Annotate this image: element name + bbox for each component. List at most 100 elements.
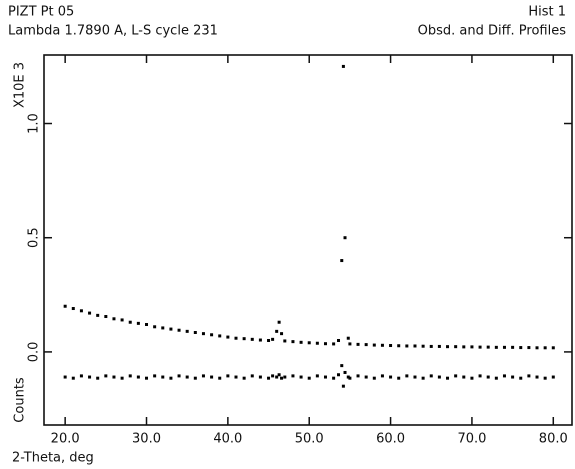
data-point — [104, 374, 108, 378]
data-point — [502, 345, 506, 349]
data-point — [177, 328, 181, 332]
data-point — [271, 337, 275, 341]
data-point — [356, 342, 360, 346]
data-point — [63, 304, 67, 308]
data-point — [364, 375, 368, 379]
x-tick-label: 30.0 — [132, 432, 161, 447]
data-point — [280, 332, 284, 336]
data-point — [429, 344, 433, 348]
data-point — [153, 325, 157, 329]
data-point — [161, 326, 165, 330]
data-point — [271, 374, 275, 378]
data-point — [275, 375, 279, 379]
data-point — [413, 375, 417, 379]
data-point — [341, 384, 345, 388]
data-point — [337, 338, 341, 342]
data-point — [389, 344, 393, 348]
data-point — [337, 373, 341, 377]
y-tick-label: 1.0 — [27, 113, 42, 134]
x-tick-label: 80.0 — [539, 432, 568, 447]
data-point — [88, 311, 92, 315]
chart-subtitle: Lambda 1.7890 A, L-S cycle 231 — [8, 24, 218, 39]
data-point — [210, 375, 214, 379]
data-point — [421, 344, 425, 348]
data-point — [112, 317, 116, 321]
data-point — [486, 345, 490, 349]
annotation: Obsd. and Diff. Profiles — [418, 24, 567, 39]
data-point — [275, 329, 279, 333]
data-point — [502, 374, 506, 378]
data-point — [527, 374, 531, 378]
data-point — [470, 376, 474, 380]
data-point — [494, 345, 498, 349]
data-point — [234, 336, 238, 340]
data-point — [283, 339, 287, 343]
data-point — [462, 345, 466, 349]
x-axis-label: 2-Theta, deg — [12, 451, 94, 466]
data-point — [437, 344, 441, 348]
data-point — [201, 374, 205, 378]
data-point — [153, 374, 157, 378]
data-point — [145, 323, 149, 327]
data-point — [250, 337, 254, 341]
data-point — [161, 375, 165, 379]
data-point — [380, 343, 384, 347]
data-point — [346, 336, 350, 340]
y-tick-label: 0.0 — [27, 342, 42, 363]
data-point — [128, 374, 132, 378]
data-point — [258, 375, 262, 379]
data-point — [112, 375, 116, 379]
data-point — [340, 259, 344, 263]
data-point — [413, 344, 417, 348]
data-point — [79, 309, 83, 313]
data-point — [128, 320, 132, 324]
data-point — [267, 376, 271, 380]
data-point — [315, 374, 319, 378]
data-point — [136, 375, 140, 379]
data-point — [343, 236, 347, 240]
data-point — [218, 376, 222, 380]
data-point — [169, 376, 173, 380]
chart-title: PIZT Pt 05 — [8, 5, 74, 20]
data-point — [258, 338, 262, 342]
data-point — [551, 375, 555, 379]
data-point — [494, 376, 498, 380]
data-point — [299, 375, 303, 379]
y-tick-label: 0.5 — [27, 227, 42, 248]
data-point — [380, 374, 384, 378]
data-point — [250, 374, 254, 378]
data-point — [341, 64, 345, 68]
data-point — [299, 340, 303, 344]
data-point — [389, 375, 393, 379]
data-point — [348, 342, 352, 346]
data-point — [478, 374, 482, 378]
data-point — [291, 340, 295, 344]
data-point — [267, 338, 271, 342]
data-point — [226, 335, 230, 339]
data-point — [364, 343, 368, 347]
data-point — [454, 374, 458, 378]
data-point — [277, 373, 281, 377]
y-axis-label: Counts — [13, 377, 28, 423]
data-point — [511, 375, 515, 379]
data-point — [348, 376, 352, 380]
data-point — [218, 334, 222, 338]
data-point — [543, 376, 547, 380]
data-point — [120, 318, 124, 322]
data-point — [307, 341, 311, 345]
data-point — [340, 364, 344, 368]
data-point — [185, 329, 189, 333]
data-point — [136, 321, 140, 325]
data-point — [210, 333, 214, 337]
data-point — [88, 375, 92, 379]
data-point — [405, 344, 409, 348]
data-point — [405, 374, 409, 378]
data-point — [519, 376, 523, 380]
data-point — [437, 375, 441, 379]
data-point — [79, 374, 83, 378]
data-point — [96, 313, 100, 317]
data-point — [478, 345, 482, 349]
data-point — [454, 345, 458, 349]
data-point — [332, 342, 336, 346]
data-point — [71, 307, 75, 311]
